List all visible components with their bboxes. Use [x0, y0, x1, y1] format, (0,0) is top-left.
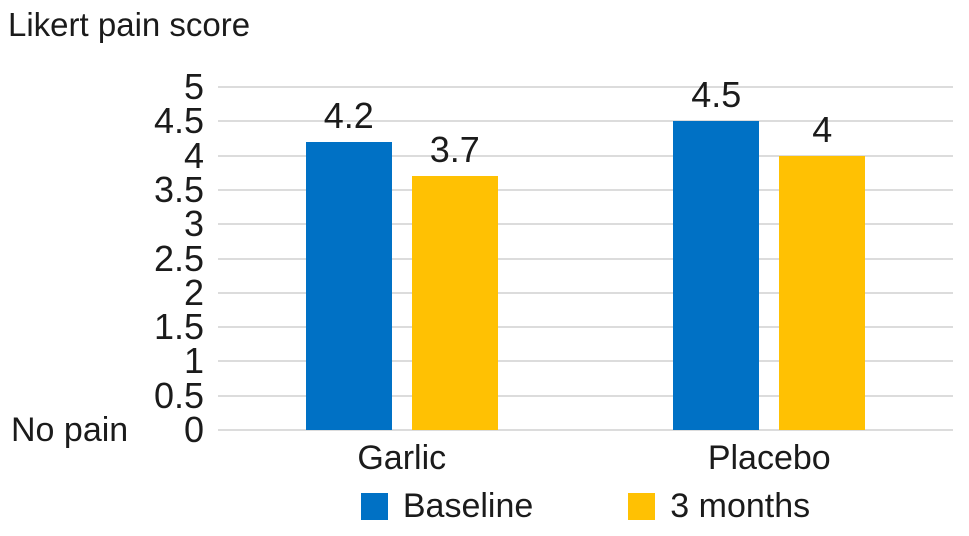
gridline-y-1.5 [218, 326, 953, 329]
bar-garlic-3-months [411, 176, 498, 430]
category-label-placebo: Placebo [707, 439, 831, 477]
value-label-placebo-baseline: 4.5 [691, 74, 742, 116]
y-tick-label-4.5: 4.5 [153, 100, 204, 142]
legend-label-3-months: 3 months [670, 487, 811, 525]
y-tick-label-2.5: 2.5 [153, 237, 204, 279]
y-tick-label-5: 5 [183, 66, 204, 107]
y-tick-label-2: 2 [183, 271, 204, 313]
legend-label-baseline: Baseline [402, 487, 534, 525]
y-tick-label-1.5: 1.5 [153, 306, 204, 348]
bar-placebo-3-months [779, 155, 866, 430]
y-tick-label-3.5: 3.5 [153, 168, 204, 210]
gridline-y-0.5 [218, 394, 953, 397]
bar-placebo-baseline [673, 121, 760, 430]
y-tick-label-4: 4 [183, 134, 204, 176]
legend-swatch-3-months [628, 492, 656, 520]
gridline-y-0 [218, 429, 953, 431]
legend-item-3-months: 3 months [628, 486, 810, 526]
gridline-y-1 [218, 360, 953, 363]
y-tick-label-0.5: 0.5 [153, 374, 204, 416]
gridline-y-4.5 [218, 120, 953, 123]
legend-item-baseline: Baseline [360, 486, 534, 526]
gridline-y-3.5 [218, 188, 953, 191]
gridline-y-5 [218, 86, 953, 88]
gridline-y-3 [218, 223, 953, 226]
category-label-garlic: Garlic [357, 439, 447, 477]
legend: Baseline 3 months [218, 486, 953, 526]
y-tick-label-0: 0 [183, 409, 204, 450]
value-label-placebo-3-months: 4 [812, 108, 833, 150]
value-label-garlic-3-months: 3.7 [429, 129, 480, 171]
bar-garlic-baseline [305, 141, 392, 430]
value-label-garlic-baseline: 4.2 [323, 94, 374, 136]
y-tick-label-1: 1 [183, 340, 204, 382]
gridline-y-2.5 [218, 257, 953, 260]
chart-title: Likert pain score [8, 6, 251, 43]
no-pain-annotation: No pain [11, 411, 129, 449]
y-tick-label-3: 3 [183, 203, 204, 245]
plot-area [218, 86, 953, 431]
gridline-y-2 [218, 291, 953, 294]
gridline-y-4 [218, 154, 953, 157]
legend-swatch-baseline [360, 492, 388, 520]
